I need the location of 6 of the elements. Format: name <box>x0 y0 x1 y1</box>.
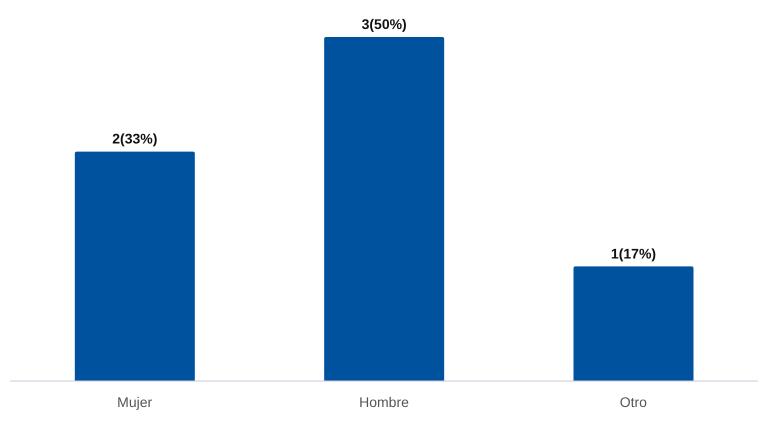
data-label: 2(33%) <box>112 130 158 147</box>
x-tick-label: Mujer <box>117 394 153 410</box>
x-tick-label: Otro <box>620 394 648 410</box>
data-label: 3(50%) <box>362 16 407 32</box>
data-label: 1(17%) <box>610 245 656 262</box>
x-tick-label: Hombre <box>359 394 410 410</box>
